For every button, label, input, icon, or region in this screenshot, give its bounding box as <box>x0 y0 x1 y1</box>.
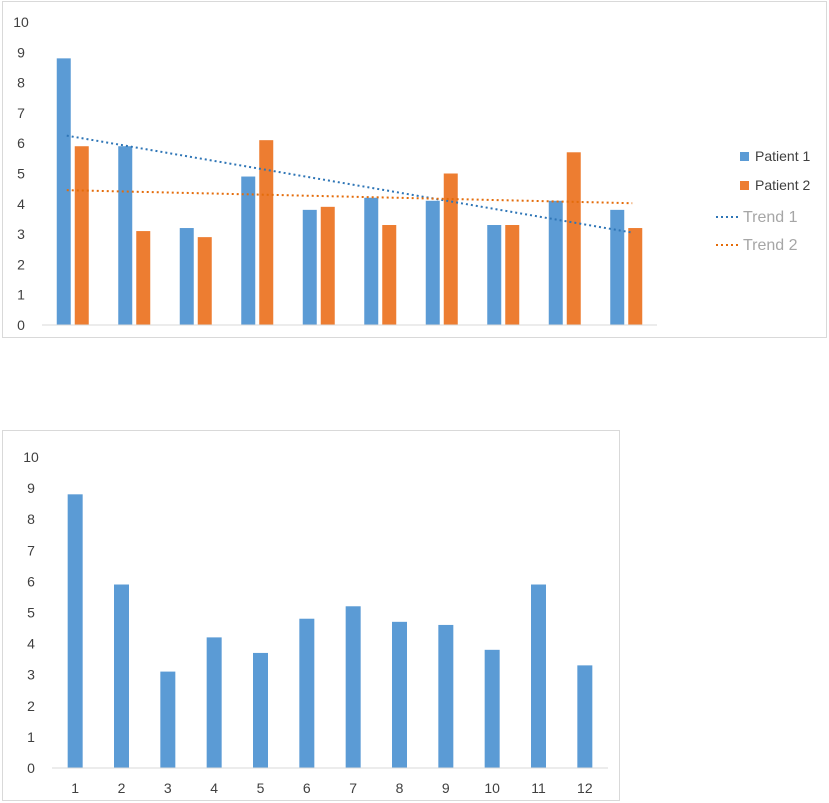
chart-2-bar-series-1-cat-11 <box>531 584 546 768</box>
chart-2-bar-series-1-cat-7 <box>345 606 361 768</box>
chart-1-bar-series-2-cat-3 <box>197 237 212 325</box>
legend-swatch-series-2 <box>740 181 749 190</box>
chart-1-trendlines <box>66 134 633 234</box>
chart-2-x-tick-label: 10 <box>484 780 500 796</box>
chart-1-bar-series-1-cat-1 <box>56 58 71 326</box>
chart-2-y-tick-label: 7 <box>27 542 35 558</box>
chart-1-y-tick-label: 9 <box>17 44 25 60</box>
chart-2-x-axis: 1 2 3 4 5 6 7 8 9 10 11 12 <box>71 780 593 796</box>
chart-2-y-tick-label: 2 <box>27 698 35 714</box>
chart-1-y-axis: 0 1 2 3 4 5 6 7 8 9 10 <box>13 14 29 333</box>
chart-1-bar-series-2-cat-7 <box>443 173 458 325</box>
chart-2-bar-series-1-cat-1 <box>67 494 83 768</box>
chart-1-y-tick-label: 8 <box>17 75 25 91</box>
chart-1-bar-series-2-cat-4 <box>259 140 274 325</box>
chart-2-bar-series-1-cat-5 <box>253 652 268 768</box>
chart-2-y-tick-label: 6 <box>27 573 35 589</box>
chart-1-bar-series-2-cat-8 <box>505 225 520 325</box>
chart-2-x-tick-label: 2 <box>118 780 126 796</box>
chart-1-y-tick-label: 3 <box>17 226 25 242</box>
chart-2-bar-series-1-cat-4 <box>206 637 222 768</box>
chart-1-bar-series-1-cat-2 <box>118 146 133 325</box>
legend-label-trend-1: Trend 1 <box>743 209 798 226</box>
chart-2-bar-series-1-cat-3 <box>160 671 176 768</box>
chart-2-x-tick-label: 8 <box>396 780 404 796</box>
chart-1-bar-series-1-cat-5 <box>302 209 317 325</box>
chart-2-y-tick-label: 5 <box>27 605 35 621</box>
chart-2-bar-series-1-cat-8 <box>392 621 407 768</box>
chart-2-bar-series-1-cat-6 <box>299 618 315 768</box>
chart-2-bar-series-1-cat-10 <box>484 649 500 768</box>
chart-2-y-tick-label: 4 <box>27 636 35 652</box>
chart-1-bar-series-1-cat-9 <box>548 200 563 325</box>
chart-1-y-tick-label: 10 <box>13 14 29 30</box>
chart-1-bar-series-1-cat-3 <box>179 228 194 325</box>
chart-1-bar-series-2-cat-6 <box>382 225 397 325</box>
chart-1-y-tick-label: 7 <box>17 105 25 121</box>
chart-1-bar-series-2-cat-5 <box>320 206 335 325</box>
chart-1-bar-series-2-cat-9 <box>566 152 581 325</box>
chart-1-y-tick-label: 2 <box>17 256 25 272</box>
chart-1-bar-series-2-cat-1 <box>74 146 89 325</box>
chart-2-frame: 0 1 2 3 4 5 6 7 8 9 10 1 2 3 4 5 6 7 8 9 10 11 12 <box>2 430 620 801</box>
legend-label-series-2: Patient 2 <box>755 177 810 193</box>
chart-1-bar-series-1-cat-7 <box>425 200 440 325</box>
chart-1-y-tick-label: 5 <box>17 166 25 182</box>
chart-2-x-tick-label: 5 <box>257 780 265 796</box>
chart-2-y-tick-label: 1 <box>27 729 35 745</box>
chart-2-bars <box>67 494 593 768</box>
chart-2-x-tick-label: 3 <box>164 780 172 796</box>
chart-1-trendline-1 <box>66 134 633 234</box>
chart-1-bar-series-2-cat-2 <box>136 231 151 325</box>
chart-1-bar-series-1-cat-6 <box>364 197 379 325</box>
chart-1-bar-series-1-cat-8 <box>487 225 502 325</box>
legend-label-trend-2: Trend 2 <box>743 237 798 254</box>
chart-2-x-tick-label: 6 <box>303 780 311 796</box>
chart-2-x-tick-label: 12 <box>577 780 593 796</box>
chart-2-y-tick-label: 3 <box>27 667 35 683</box>
chart-2-x-tick-label: 7 <box>349 780 357 796</box>
chart-2-y-tick-label: 9 <box>27 480 35 496</box>
chart-2-x-tick-label: 1 <box>71 780 79 796</box>
chart-2-y-tick-label: 8 <box>27 511 35 527</box>
chart-2-bar-series-1-cat-2 <box>114 584 129 768</box>
chart-1-frame: 0 1 2 3 4 5 6 7 8 9 10 Patient 1 Patient 2 Trend 1 Tr… <box>2 1 827 338</box>
chart-2-y-axis: 0 1 2 3 4 5 6 7 8 9 10 <box>23 449 39 776</box>
chart-1-y-tick-label: 0 <box>17 317 25 333</box>
chart-1: 0 1 2 3 4 5 6 7 8 9 10 Patient 1 Patient 2 Trend 1 Tr… <box>13 14 810 333</box>
chart-2-y-tick-label: 10 <box>23 449 39 465</box>
chart-2-x-tick-label: 11 <box>531 780 546 796</box>
chart-2-bar-series-1-cat-12 <box>577 665 593 768</box>
chart-1-y-tick-label: 4 <box>17 196 25 212</box>
chart-1-y-tick-label: 6 <box>17 135 25 151</box>
chart-1-legend: Patient 1 Patient 2 Trend 1 Trend 2 <box>716 148 810 254</box>
chart-1-bar-series-2-cat-10 <box>628 228 643 325</box>
chart-2-x-tick-label: 9 <box>442 780 450 796</box>
chart-1-bars <box>56 58 643 326</box>
chart-2-bar-series-1-cat-9 <box>438 624 454 768</box>
chart-2-x-tick-label: 4 <box>210 780 218 796</box>
chart-1-trendline-2 <box>66 189 633 205</box>
legend-label-series-1: Patient 1 <box>755 148 810 164</box>
chart-1-y-tick-label: 1 <box>17 287 25 303</box>
chart-2-y-tick-label: 0 <box>27 760 35 776</box>
legend-swatch-series-1 <box>740 152 749 161</box>
chart-1-bar-series-1-cat-10 <box>610 209 625 325</box>
chart-1-bar-series-1-cat-4 <box>241 176 256 325</box>
